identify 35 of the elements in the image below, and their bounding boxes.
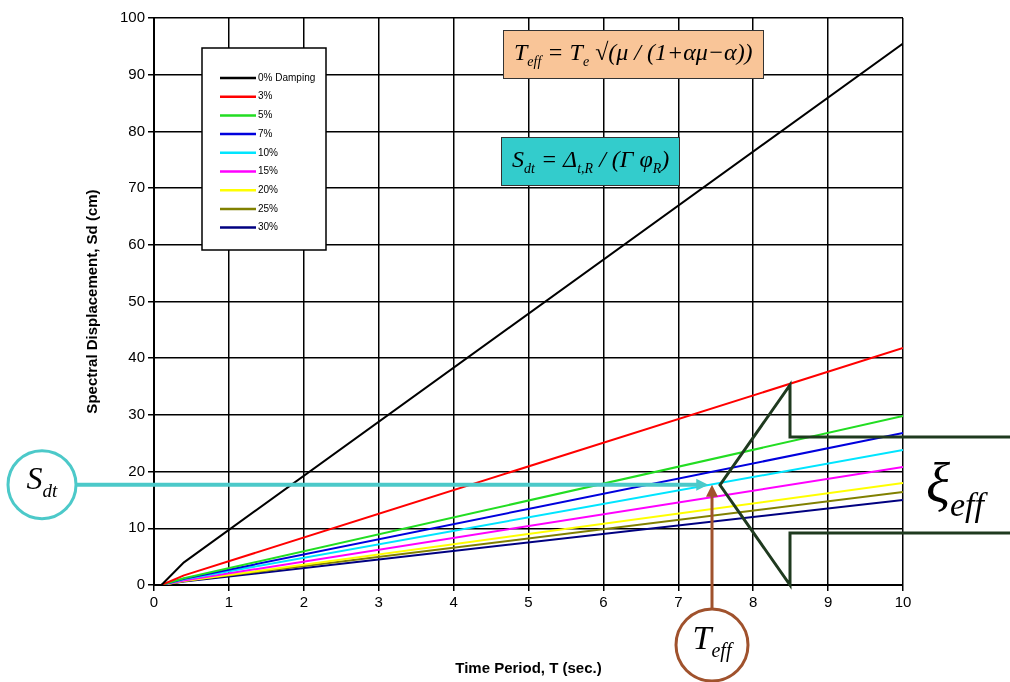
x-tick-label: 5 (524, 593, 533, 611)
x-tick-label: 4 (449, 593, 458, 611)
y-tick-label: 90 (128, 64, 145, 82)
x-axis-title: Time Period, T (sec.) (455, 659, 602, 677)
y-axis-title: Spectral Displacement, Sd (cm) (83, 189, 101, 414)
legend-label: 15% (258, 165, 279, 177)
legend-label: 20% (258, 183, 279, 195)
y-tick-label: 100 (119, 8, 145, 26)
legend-label: 30% (258, 221, 279, 233)
x-tick-label: 6 (599, 593, 608, 611)
legend-label: 25% (258, 202, 279, 214)
x-tick-label: 0 (149, 593, 159, 611)
legend-label: 7% (258, 127, 273, 139)
annotation: T$_{eff}$ = T$_{e}$ √(μ / (1+αμ−α)) (503, 30, 764, 79)
y-tick-label: 20 (128, 461, 145, 479)
x-tick-label: 2 (299, 593, 308, 611)
x-tick-label: 10 (894, 593, 912, 611)
legend-label: 10% (258, 146, 279, 158)
legend-label: 5% (258, 109, 273, 121)
legend-label: 3% (258, 90, 273, 102)
x-tick-label: 8 (749, 593, 758, 611)
y-tick-label: 0 (136, 575, 145, 593)
y-tick-label: 40 (128, 348, 145, 366)
y-tick-label: 60 (128, 234, 145, 252)
x-tick-label: 1 (224, 593, 234, 611)
annotation: S$_{dt}$ = Δ$_{t,R}$ / (Γ φ$_{R}$) (501, 137, 681, 186)
legend-label: 0% Damping (258, 71, 316, 83)
y-tick-label: 80 (128, 121, 145, 139)
y-tick-label: 70 (128, 178, 145, 196)
y-tick-label: 50 (128, 291, 145, 309)
y-tick-label: 30 (128, 405, 145, 423)
x-tick-label: 3 (374, 593, 383, 611)
x-tick-label: 9 (823, 593, 833, 611)
y-tick-label: 10 (128, 518, 145, 536)
x-tick-label: 7 (674, 593, 683, 611)
